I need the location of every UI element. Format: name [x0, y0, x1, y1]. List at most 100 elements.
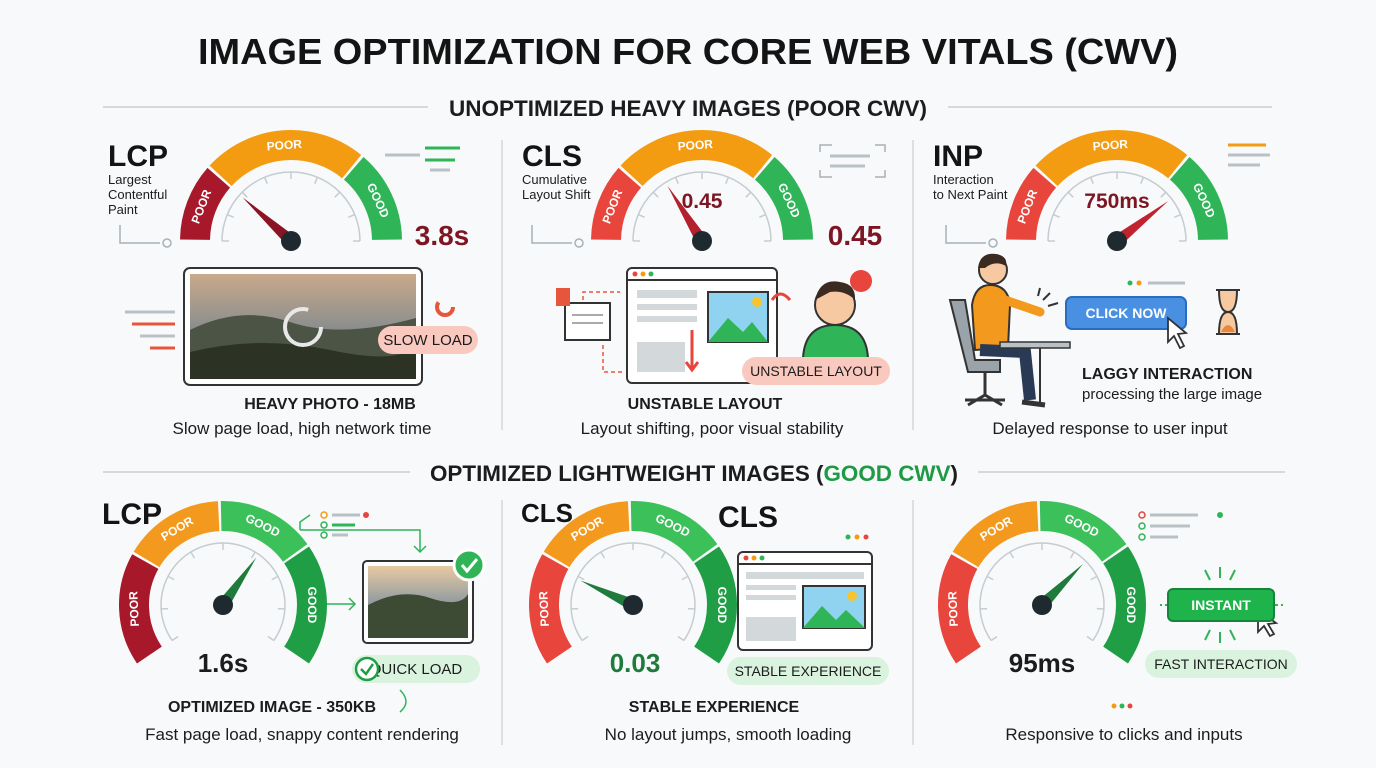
caption-title: STABLE EXPERIENCE: [629, 699, 800, 716]
caption-title: OPTIMIZED IMAGE - 350KB: [168, 699, 376, 716]
stable-layout-illustration: [737, 534, 873, 651]
gauge-value: 0.45: [682, 190, 723, 213]
metric-name: LCP: [102, 498, 162, 531]
check-mark: [360, 663, 375, 676]
gauge-label: GOOD: [715, 587, 729, 624]
gauge-hub: [623, 595, 643, 615]
gauge-tick: [725, 176, 730, 185]
gauge-tick: [263, 176, 268, 185]
gauge-segment: [1039, 501, 1127, 563]
gauge-label: POOR: [1092, 137, 1129, 153]
optimized-photo: [299, 511, 486, 713]
gauge-label: POOR: [266, 137, 303, 153]
gauge-tick: [226, 213, 235, 218]
gauge-tick: [660, 551, 666, 559]
metric-name: CLS: [718, 501, 778, 534]
button: CLICK NOW: [1086, 305, 1168, 321]
gauge-tick: [986, 575, 994, 581]
metric-description: Largest: [108, 172, 152, 187]
caption: Layout shifting, poor visual stability: [581, 419, 844, 438]
caption: Slow page load, high network time: [173, 419, 432, 438]
gauge-hub: [281, 231, 301, 251]
gauge-segment: [543, 501, 630, 568]
heading-part: ): [951, 461, 958, 486]
metric-description: Cumulative: [522, 172, 587, 187]
heading-part: GOOD CWV: [824, 461, 951, 486]
gauge-tick: [758, 213, 767, 218]
gauge-segment: [952, 501, 1039, 568]
caption-title: UNSTABLE LAYOUT: [628, 396, 783, 413]
metric-description: to Next Paint: [933, 187, 1008, 202]
gauge-segment: [620, 130, 773, 187]
caption: Responsive to clicks and inputs: [1005, 725, 1242, 744]
gauge-tick: [190, 551, 196, 559]
gauge-tick: [1009, 551, 1015, 559]
gauge-label: POOR: [945, 591, 961, 627]
gauge-needle: [580, 580, 636, 611]
badge: FAST INTERACTION: [1154, 656, 1288, 672]
badge-bg: [742, 357, 890, 385]
gauge-tick: [637, 213, 646, 218]
gauge-needle: [1037, 563, 1084, 610]
button-bg: [1065, 296, 1187, 330]
caption: Fast page load, snappy content rendering: [145, 725, 459, 744]
gauge-tick: [600, 551, 606, 559]
gauge-tick: [171, 635, 179, 642]
check-icon: [354, 656, 380, 682]
note-title: LAGGY INTERACTION: [1082, 366, 1252, 383]
metric-value: 1.6s: [198, 648, 249, 678]
gauge-needle: [218, 557, 257, 609]
gauge-segment: [343, 156, 402, 241]
badge: SLOW LOAD: [383, 332, 472, 349]
gauge-hub: [1107, 231, 1127, 251]
gauge-segment: [180, 167, 231, 241]
gauge-tick: [577, 575, 585, 581]
gauge-needle: [667, 185, 708, 245]
badge-bg: [1145, 650, 1297, 678]
gauge-tick: [1173, 213, 1182, 218]
gauge-tick: [334, 191, 341, 198]
gauge-label: GOOD: [1124, 587, 1138, 624]
laggy-user-illustration: [945, 143, 1270, 408]
gauge-tick: [314, 176, 319, 185]
gauge-inner-arc: [570, 542, 696, 641]
gauge-tick: [745, 191, 752, 198]
button: INSTANT: [1191, 597, 1251, 613]
gauge-segment: [754, 156, 813, 241]
gauge-segment: [630, 501, 718, 563]
gauge-tick: [674, 176, 679, 185]
gauge-segment: [283, 546, 327, 664]
gauge-segment: [220, 501, 308, 563]
gauge-tick: [652, 191, 659, 198]
metric-name: INP: [933, 140, 983, 173]
gauge-tick: [1160, 191, 1167, 198]
metric-name: LCP: [108, 140, 168, 173]
gauge-segment: [1006, 167, 1057, 241]
gauge-label: POOR: [677, 137, 714, 153]
metric-description: Paint: [108, 202, 138, 217]
section-heading: UNOPTIMIZED HEAVY IMAGES (POOR CWV): [449, 96, 927, 121]
gauge-inner-arc: [160, 542, 286, 641]
gauge-segment: [1035, 130, 1188, 187]
gauge-tick: [990, 635, 998, 642]
gauge-tick: [1067, 191, 1074, 198]
metric-value: 3.8s: [415, 220, 470, 251]
metric-name: CLS: [522, 140, 582, 173]
gauge-segment: [1169, 156, 1228, 241]
badge: QUICK LOAD: [370, 661, 463, 678]
gauge-segment: [209, 130, 362, 187]
gauge-label: POOR: [126, 591, 142, 627]
gauge-hub: [692, 231, 712, 251]
title: IMAGE OPTIMIZATION FOR CORE WEB VITALS (…: [198, 31, 1178, 72]
metric-value: 0.03: [610, 648, 661, 678]
gauge-segment: [119, 554, 163, 664]
badge: UNSTABLE LAYOUT: [750, 363, 882, 379]
gauge-tick: [677, 635, 685, 642]
metric-name: CLS: [521, 498, 573, 528]
gauge-segment: [591, 167, 642, 241]
gauge-tick: [1086, 635, 1094, 642]
gauge-tick: [1140, 176, 1145, 185]
